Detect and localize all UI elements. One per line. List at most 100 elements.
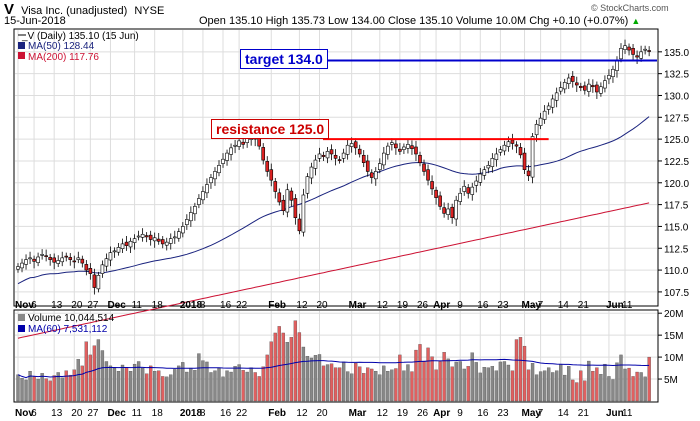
volume-bar	[289, 337, 294, 402]
volume-bar	[595, 367, 599, 402]
level-lines	[323, 59, 657, 141]
volume-bar	[52, 375, 56, 402]
volume-bar	[350, 373, 354, 402]
x-axis-label: 20	[71, 300, 83, 311]
volume-bar	[470, 352, 474, 402]
price-tick-label: 135.0	[664, 48, 689, 59]
x-axis-label: 16	[220, 408, 232, 419]
candle-body	[124, 241, 129, 246]
volume-bar	[462, 368, 466, 402]
price-panel-frame	[13, 28, 659, 307]
x-axis-label: 14	[558, 300, 570, 311]
volume-bar	[345, 371, 350, 402]
candle-body	[450, 206, 454, 218]
x-axis-label: 26	[417, 300, 429, 311]
candle-body	[285, 189, 290, 213]
candle-body	[172, 236, 177, 239]
volume-bar	[522, 345, 527, 402]
volume-bar	[478, 372, 482, 402]
x-axis-label: 8	[200, 408, 206, 419]
volume-bar	[36, 378, 40, 402]
candle-body	[627, 46, 631, 51]
volume-bar	[398, 354, 402, 402]
volume-bar	[442, 352, 446, 402]
volume-bar	[88, 354, 93, 402]
candle-body	[156, 238, 161, 242]
volume-bar	[494, 370, 499, 402]
candle-body	[583, 85, 587, 91]
volume-bar	[173, 369, 177, 402]
x-axis-label: 23	[497, 408, 509, 419]
volume-bar	[382, 365, 386, 402]
volume-bar	[571, 379, 575, 402]
legend-volume: Volume 10,044,514	[28, 313, 115, 324]
volume-bar	[277, 326, 281, 402]
candle-body	[225, 152, 229, 161]
volume-bar	[193, 370, 197, 402]
volume-bar	[410, 371, 414, 402]
volume-bar	[639, 372, 643, 402]
candle-body	[24, 259, 28, 265]
volume-bar	[225, 370, 229, 402]
volume-bar	[48, 380, 52, 402]
volume-bar	[213, 370, 217, 402]
x-axis-label: 7	[538, 408, 544, 419]
candle-body	[193, 206, 197, 215]
candle-body	[406, 144, 410, 149]
candle-body	[365, 160, 370, 172]
candle-body	[386, 145, 390, 155]
ticker-symbol: V	[4, 1, 15, 18]
candle-body	[293, 198, 298, 218]
candle-body	[205, 184, 209, 194]
price-tick-label: 125.0	[664, 135, 689, 146]
price-candles	[16, 39, 651, 295]
volume-bar	[128, 370, 133, 402]
x-axis-label: 22	[236, 300, 248, 311]
candle-body	[506, 141, 511, 147]
legend-ma50: MA(50) 128.44	[28, 41, 95, 52]
volume-bar	[555, 370, 559, 402]
candle-body	[277, 192, 282, 203]
x-axis-label: Nov	[15, 300, 34, 311]
candle-body	[32, 258, 36, 262]
volume-bar	[466, 366, 470, 402]
volume-bar	[237, 364, 241, 402]
volume-tick-label: 20M	[664, 309, 683, 320]
candle-body	[201, 191, 205, 201]
candle-body	[301, 194, 306, 233]
resistance-annotation: resistance 125.0	[211, 119, 330, 139]
volume-bar	[506, 364, 511, 402]
candle-body	[398, 148, 402, 152]
price-tick-label: 107.5	[664, 288, 689, 299]
candle-body	[44, 255, 48, 257]
volume-bar	[269, 341, 273, 402]
candle-body	[510, 139, 515, 144]
candle-body	[418, 154, 422, 163]
volume-bar	[44, 378, 48, 402]
volume-bar	[136, 361, 141, 402]
volume-bar	[402, 370, 406, 402]
volume-legend: Volume 10,044,514 MA(60) 7,531,112	[18, 313, 115, 335]
volume-bar	[301, 346, 306, 402]
volume-bar	[486, 367, 490, 402]
volume-bar	[333, 367, 338, 402]
candle-body	[478, 173, 483, 183]
candle-body	[390, 142, 394, 145]
volume-bar	[56, 372, 60, 402]
candle-body	[361, 154, 366, 163]
candle-body	[229, 147, 233, 155]
candle-body	[426, 169, 430, 181]
volume-bar	[611, 379, 615, 402]
candle-body	[189, 212, 193, 222]
candle-body	[619, 48, 623, 60]
candle-body	[20, 262, 24, 269]
volume-bar	[209, 372, 213, 402]
candle-body	[309, 166, 314, 179]
volume-bar	[514, 339, 519, 402]
x-axis-label: May	[522, 300, 542, 311]
volume-bar	[321, 365, 326, 402]
legend-ma200: MA(200) 117.76	[28, 52, 99, 63]
volume-bar	[181, 362, 185, 402]
volume-bar	[482, 367, 486, 402]
x-axis-label: 23	[497, 300, 509, 311]
